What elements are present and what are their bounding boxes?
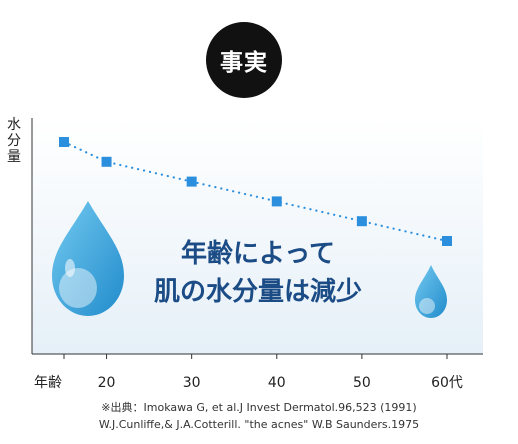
data-point [186, 176, 197, 187]
annotation-line-2: 肌の水分量は減少 [154, 277, 362, 307]
x-tick-label: 30 [183, 375, 201, 391]
x-tick-label: 40 [268, 375, 286, 391]
source-line-1: ※出典：Imokawa G, et al.J Invest Dermatol.9… [101, 401, 417, 414]
large-water-drop-icon [52, 201, 124, 316]
x-tick-label: 50 [353, 375, 371, 391]
data-point [442, 236, 452, 246]
moisture-chart: 20 30 40 50 60代 年齢 年齢によって 肌の水分量は減少 [31, 118, 483, 391]
x-tick-label: 20 [98, 375, 116, 391]
y-axis-label: 水分量 [7, 117, 21, 165]
x-axis-label: 年齢 [34, 375, 62, 391]
annotation-line-1: 年齢によって [181, 238, 335, 269]
source-line-2: W.J.Cunliffe,& J.A.Cotterill. "the acnes… [98, 418, 420, 431]
x-tick-label: 60代 [431, 375, 463, 391]
trend-line [62, 140, 449, 243]
small-water-drop-icon [415, 265, 447, 318]
data-point [271, 196, 282, 207]
data-point [356, 216, 367, 227]
data-point [59, 137, 69, 147]
source-citation: ※出典：Imokawa G, et al.J Invest Dermatol.9… [0, 399, 518, 433]
badge-label: 事実 [220, 49, 268, 76]
data-point [101, 156, 112, 167]
fact-badge: 事実 [206, 22, 282, 98]
